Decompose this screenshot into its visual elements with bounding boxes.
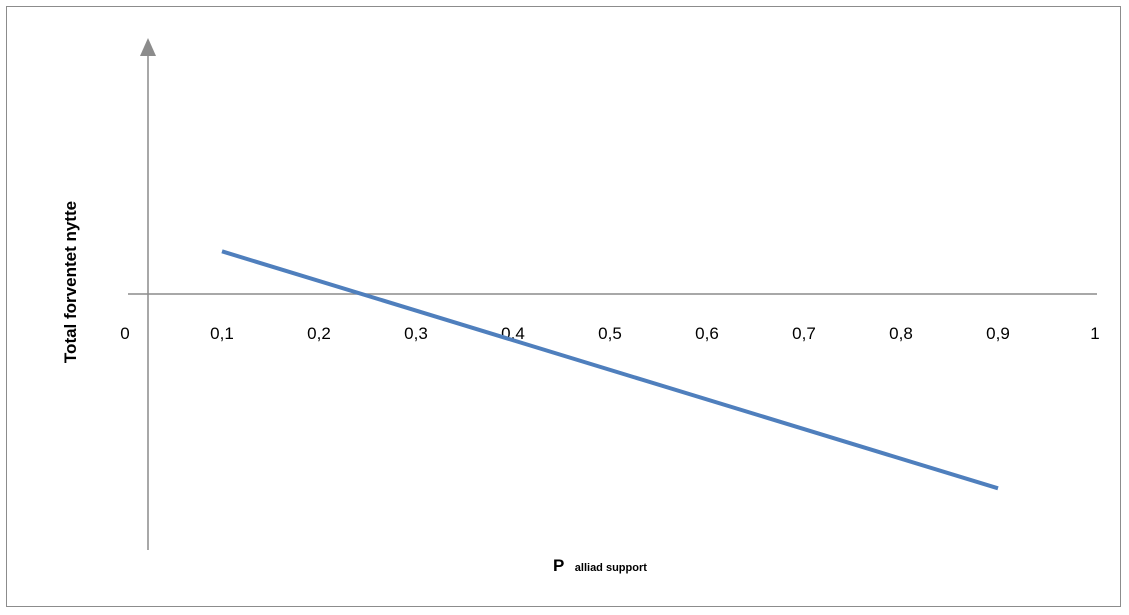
series-layer: [221, 249, 999, 491]
y-axis-label: Total forventet nytte: [61, 201, 80, 363]
x-tick-label: 0,6: [695, 324, 719, 343]
series-line: [221, 249, 999, 491]
x-tick-label: 0: [120, 324, 129, 343]
x-tick-label: 1: [1090, 324, 1099, 343]
x-tick-label: 0,5: [598, 324, 622, 343]
line-chart: 0 0,1 0,2 0,3 0,4 0,5 0,6 0,7 0,8 0,9 1 Total forv…: [61, 38, 1100, 575]
x-tick-label: 0,2: [307, 324, 331, 343]
x-tick-label: 0,1: [210, 324, 234, 343]
x-tick-label: 0,3: [404, 324, 428, 343]
x-axis-label: P alliad support: [553, 556, 647, 575]
y-axis-arrow-icon: [140, 38, 156, 56]
axes: [128, 38, 1097, 550]
x-tick-label: 0,7: [792, 324, 816, 343]
x-tick-label: 0,8: [889, 324, 913, 343]
chart-frame: 0 0,1 0,2 0,3 0,4 0,5 0,6 0,7 0,8 0,9 1 Total forv…: [6, 6, 1121, 607]
x-axis-label-main: P: [553, 556, 564, 575]
x-axis-label-subscript: alliad support: [575, 562, 647, 574]
tick-labels: 0 0,1 0,2 0,3 0,4 0,5 0,6 0,7 0,8 0,9 1: [120, 324, 1099, 343]
x-tick-label: 0,9: [986, 324, 1010, 343]
